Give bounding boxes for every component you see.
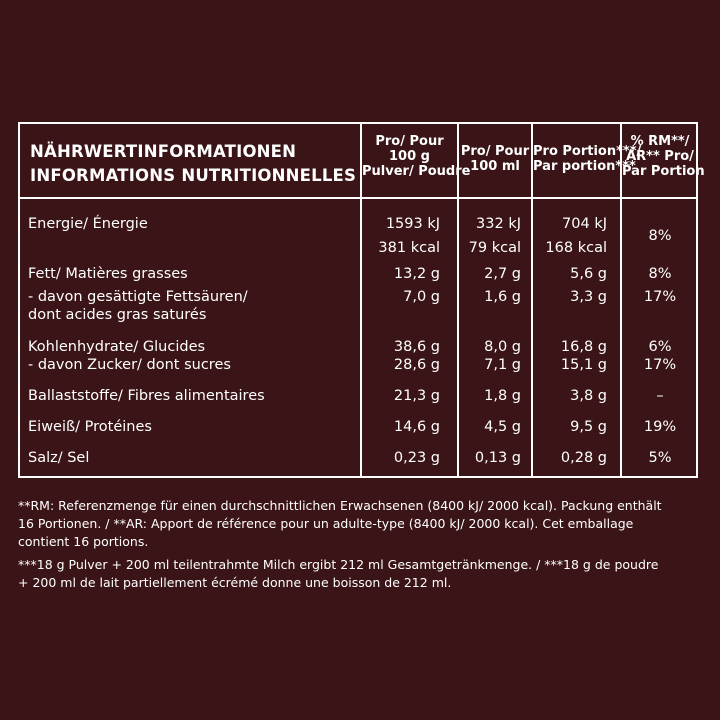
column-header-line: % RM**/ (630, 134, 690, 149)
footnote-line: contient 16 portions. (18, 534, 149, 549)
value-sugar-100ml: 7,1 g (484, 357, 521, 373)
value-salt-portion: 0,28 g (560, 450, 607, 466)
value-fibre-portion: 3,8 g (570, 388, 607, 404)
column-header-line: Pulver/ Poudre (362, 164, 471, 179)
header-divider (20, 197, 696, 199)
value-saturated-fat-100g: 7,0 g (403, 289, 440, 305)
row-label-saturated-fat: - davon gesättigte Fettsäuren/ (28, 289, 248, 305)
value-energy-portion-kj: 704 kJ (562, 216, 607, 232)
value-fat-portion: 5,6 g (570, 266, 607, 282)
column-header-per-portion: Pro Portion***/ Par portion*** (533, 144, 642, 174)
column-header-line: Pro Portion***/ (533, 144, 642, 159)
value-carbohydrates-100g: 38,6 g (393, 339, 440, 355)
row-label-fat: Fett/ Matières grasses (28, 266, 188, 282)
row-label-carbohydrates: Kohlenhydrate/ Glucides (28, 339, 206, 355)
value-carbohydrates-portion: 16,8 g (560, 339, 607, 355)
column-header-per-100g: Pro/ Pour 100 g Pulver/ Poudre (362, 134, 471, 179)
column-header-line: Pro/ Pour (375, 134, 444, 149)
value-salt-ri: 5% (648, 450, 672, 466)
column-divider (360, 124, 362, 476)
footnote-line: 16 Portionen. / **AR: Apport de référenc… (18, 516, 634, 531)
value-sugar-100g: 28,6 g (393, 357, 440, 373)
value-sugar-ri: 17% (643, 357, 677, 373)
value-fat-ri: 8% (648, 266, 672, 282)
column-divider (531, 124, 533, 476)
column-divider (620, 124, 622, 476)
value-fibre-ri: – (656, 388, 664, 404)
value-energy-100ml-kj: 332 kJ (476, 216, 521, 232)
value-salt-100ml: 0,13 g (474, 450, 521, 466)
column-header-line: Pro/ Pour (460, 144, 530, 159)
column-header-line: 100 g (389, 149, 430, 164)
column-header-line: Par Portion (622, 164, 705, 179)
footnote-line: + 200 ml de lait partiellement écrémé do… (18, 575, 452, 590)
value-saturated-fat-portion: 3,3 g (570, 289, 607, 305)
value-saturated-fat-ri: 17% (643, 289, 677, 305)
value-fat-100g: 13,2 g (393, 266, 440, 282)
value-protein-100g: 14,6 g (393, 419, 440, 435)
value-fat-100ml: 2,7 g (484, 266, 521, 282)
row-label-salt: Salz/ Sel (28, 450, 90, 466)
column-header-line: 100 ml (470, 159, 520, 174)
value-energy-100ml-kcal: 79 kcal (468, 240, 521, 256)
row-label-saturated-fat-fr: dont acides gras saturés (28, 307, 207, 323)
value-protein-portion: 9,5 g (570, 419, 607, 435)
value-sugar-portion: 15,1 g (560, 357, 607, 373)
row-label-protein: Eiweiß/ Protéines (28, 419, 152, 435)
value-fibre-100ml: 1,8 g (484, 388, 521, 404)
row-label-energy: Energie/ Énergie (28, 216, 148, 232)
value-protein-ri: 19% (643, 419, 677, 435)
value-saturated-fat-100ml: 1,6 g (484, 289, 521, 305)
column-header-per-100ml: Pro/ Pour 100 ml (459, 144, 531, 174)
value-energy-100g-kcal: 381 kcal (378, 240, 440, 256)
value-fibre-100g: 21,3 g (393, 388, 440, 404)
column-header-line: Par portion*** (533, 159, 636, 174)
column-divider (457, 124, 459, 476)
nutrition-table: NÄHRWERTINFORMATIONEN INFORMATIONS NUTRI… (18, 122, 705, 478)
row-label-fibre: Ballaststoffe/ Fibres alimentaires (28, 388, 265, 404)
table-title-fr: INFORMATIONS NUTRITIONNELLES (30, 166, 357, 185)
value-energy-ri: 8% (648, 228, 672, 244)
value-energy-100g-kj: 1593 kJ (385, 216, 440, 232)
value-carbohydrates-ri: 6% (648, 339, 672, 355)
column-header-reference-intake: % RM**/ AR** Pro/ Par Portion (622, 134, 705, 179)
footnote-line: ***18 g Pulver + 200 ml teilentrahmte Mi… (18, 557, 659, 572)
value-salt-100g: 0,23 g (393, 450, 440, 466)
row-label-sugar: - davon Zucker/ dont sucres (28, 357, 231, 373)
value-energy-portion-kcal: 168 kcal (545, 240, 607, 256)
table-title-de: NÄHRWERTINFORMATIONEN (30, 142, 297, 161)
column-header-line: AR** Pro/ (626, 149, 694, 164)
footnote-line: **RM: Referenzmenge für einen durchschni… (18, 498, 662, 513)
value-carbohydrates-100ml: 8,0 g (484, 339, 521, 355)
value-protein-100ml: 4,5 g (484, 419, 521, 435)
